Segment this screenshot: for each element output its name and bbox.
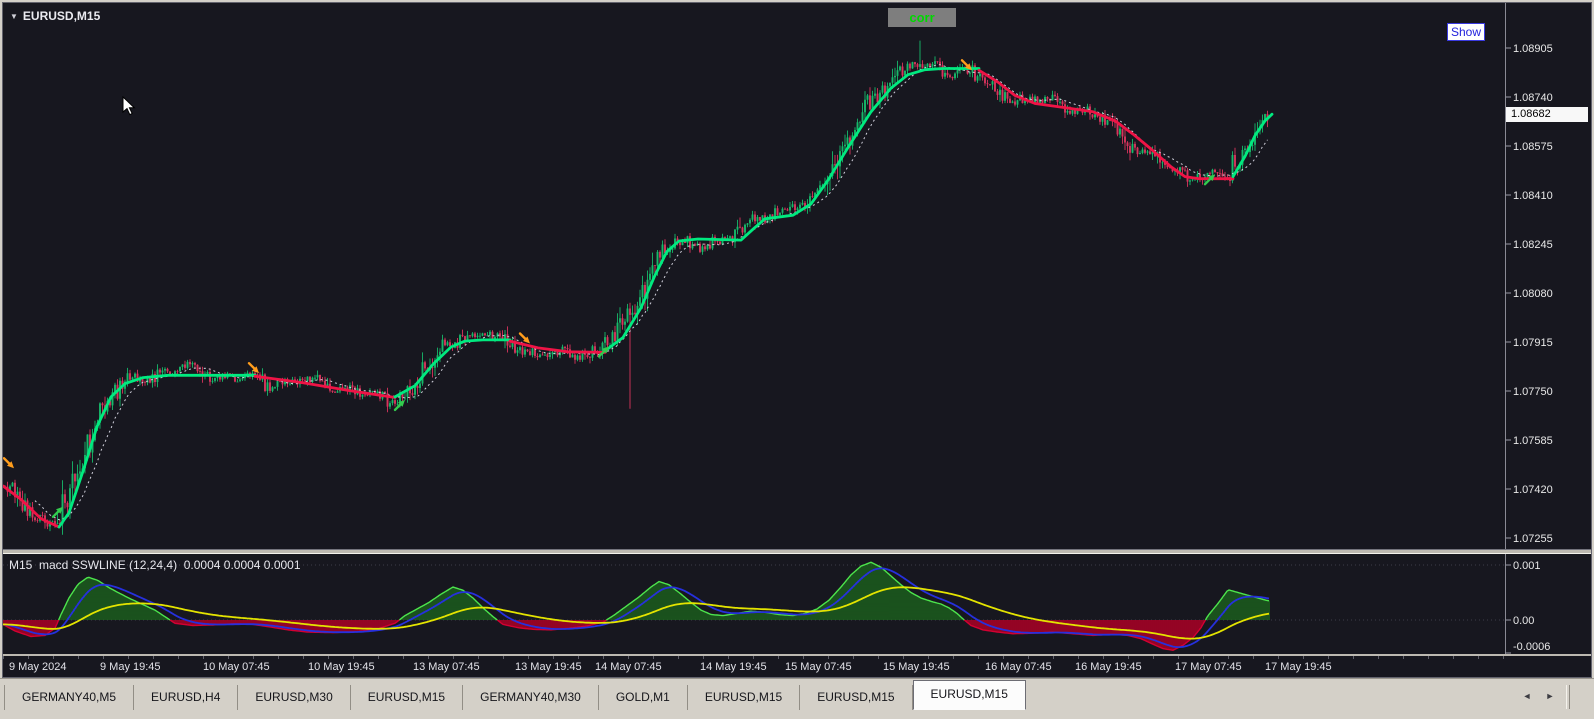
- tabbar-divider: [1566, 685, 1570, 709]
- time-axis-label: 15 May 19:45: [883, 661, 950, 673]
- macd-chart[interactable]: 0.001 0.00 -0.0006: [3, 554, 1591, 654]
- main-chart-pane: 1.08905 1.08740 1.08575 1.08410 1.08245 1.080…: [3, 3, 1591, 549]
- time-axis-label: 10 May 19:45: [308, 661, 375, 673]
- chart-tab-eurusd-h4[interactable]: EURUSD,H4: [134, 685, 239, 710]
- time-axis-label: 14 May 07:45: [595, 661, 662, 673]
- time-axis[interactable]: 9 May 2024 9 May 19:45 10 May 07:45 10 May …: [3, 654, 1591, 677]
- indicator-axis-label: 0.00: [1513, 615, 1534, 627]
- time-axis-label: 9 May 2024: [9, 661, 67, 673]
- chart-tab-eurusd-m15[interactable]: EURUSD,M15: [800, 685, 913, 710]
- symbol-text: EURUSD,M15: [22, 9, 101, 23]
- tabs-scroll-right-button[interactable]: ►: [1545, 691, 1555, 701]
- price-chart[interactable]: 1.08905 1.08740 1.08575 1.08410 1.08245 1.080…: [3, 3, 1591, 549]
- price-axis-label: 1.08575: [1513, 141, 1553, 153]
- price-axis-label: 1.07255: [1513, 533, 1553, 545]
- price-axis-label: 1.07750: [1513, 386, 1553, 398]
- chart-tab-germany40-m5[interactable]: GERMANY40,M5: [4, 685, 135, 710]
- chart-tab-eurusd-m15[interactable]: EURUSD,M15: [688, 685, 801, 710]
- chart-tab-gold-m1[interactable]: GOLD,M1: [599, 685, 688, 710]
- price-axis-label: 1.07585: [1513, 435, 1553, 447]
- time-axis-label: 17 May 19:45: [1265, 661, 1332, 673]
- time-axis-label: 17 May 07:45: [1175, 661, 1242, 673]
- time-axis-label: 10 May 07:45: [203, 661, 270, 673]
- symbol-dropdown-icon: ▼: [10, 11, 18, 21]
- time-axis-label: 16 May 07:45: [985, 661, 1052, 673]
- pane-splitter[interactable]: [3, 549, 1591, 554]
- indicator-axis-label: -0.0006: [1513, 641, 1550, 653]
- chart-tab-eurusd-m30[interactable]: EURUSD,M30: [238, 685, 351, 710]
- current-price-badge: 1.08682: [1506, 107, 1588, 123]
- chart-tab-bar: GERMANY40,M5 EURUSD,H4 EURUSD,M30 EURUSD,M1…: [0, 678, 1594, 719]
- price-axis-label: 1.08245: [1513, 239, 1553, 251]
- mouse-cursor: [122, 96, 136, 116]
- chart-tab-eurusd-m15[interactable]: EURUSD,M15: [912, 680, 1026, 710]
- time-axis-label: 15 May 07:45: [785, 661, 852, 673]
- tabs-scroll-left-button[interactable]: ◄: [1522, 691, 1532, 701]
- price-axis-label: 1.08905: [1513, 43, 1553, 55]
- chart-tab-eurusd-m15[interactable]: EURUSD,M15: [351, 685, 464, 710]
- time-axis-label: 16 May 19:45: [1075, 661, 1142, 673]
- tabs-scroll-group: ◄ ►: [1517, 688, 1560, 705]
- show-button[interactable]: Show: [1447, 23, 1485, 41]
- indicator-pane: 0.001 0.00 -0.0006 M15 macd SSWLINE (12,24…: [3, 554, 1591, 654]
- chart-tabs: GERMANY40,M5 EURUSD,H4 EURUSD,M30 EURUSD,M1…: [4, 680, 1026, 710]
- price-axis-label: 1.08080: [1513, 288, 1553, 300]
- time-axis-label: 13 May 19:45: [515, 661, 582, 673]
- time-axis-label: 9 May 19:45: [100, 661, 161, 673]
- price-axis-label: 1.08410: [1513, 190, 1553, 202]
- time-axis-label: 14 May 19:45: [700, 661, 767, 673]
- chart-window: 1.08905 1.08740 1.08575 1.08410 1.08245 1.080…: [2, 2, 1592, 678]
- chart-tab-germany40-m30[interactable]: GERMANY40,M30: [463, 685, 599, 710]
- indicator-label: M15 macd SSWLINE (12,24,4) 0.0004 0.0004…: [9, 558, 301, 572]
- corr-button[interactable]: corr: [888, 8, 956, 27]
- indicator-axis-label: 0.001: [1513, 560, 1541, 572]
- price-axis-label: 1.07420: [1513, 484, 1553, 496]
- price-axis-label: 1.07915: [1513, 337, 1553, 349]
- time-axis-label: 13 May 07:45: [413, 661, 480, 673]
- price-axis-label: 1.08740: [1513, 92, 1553, 104]
- symbol-label[interactable]: ▼ EURUSD,M15: [10, 9, 100, 23]
